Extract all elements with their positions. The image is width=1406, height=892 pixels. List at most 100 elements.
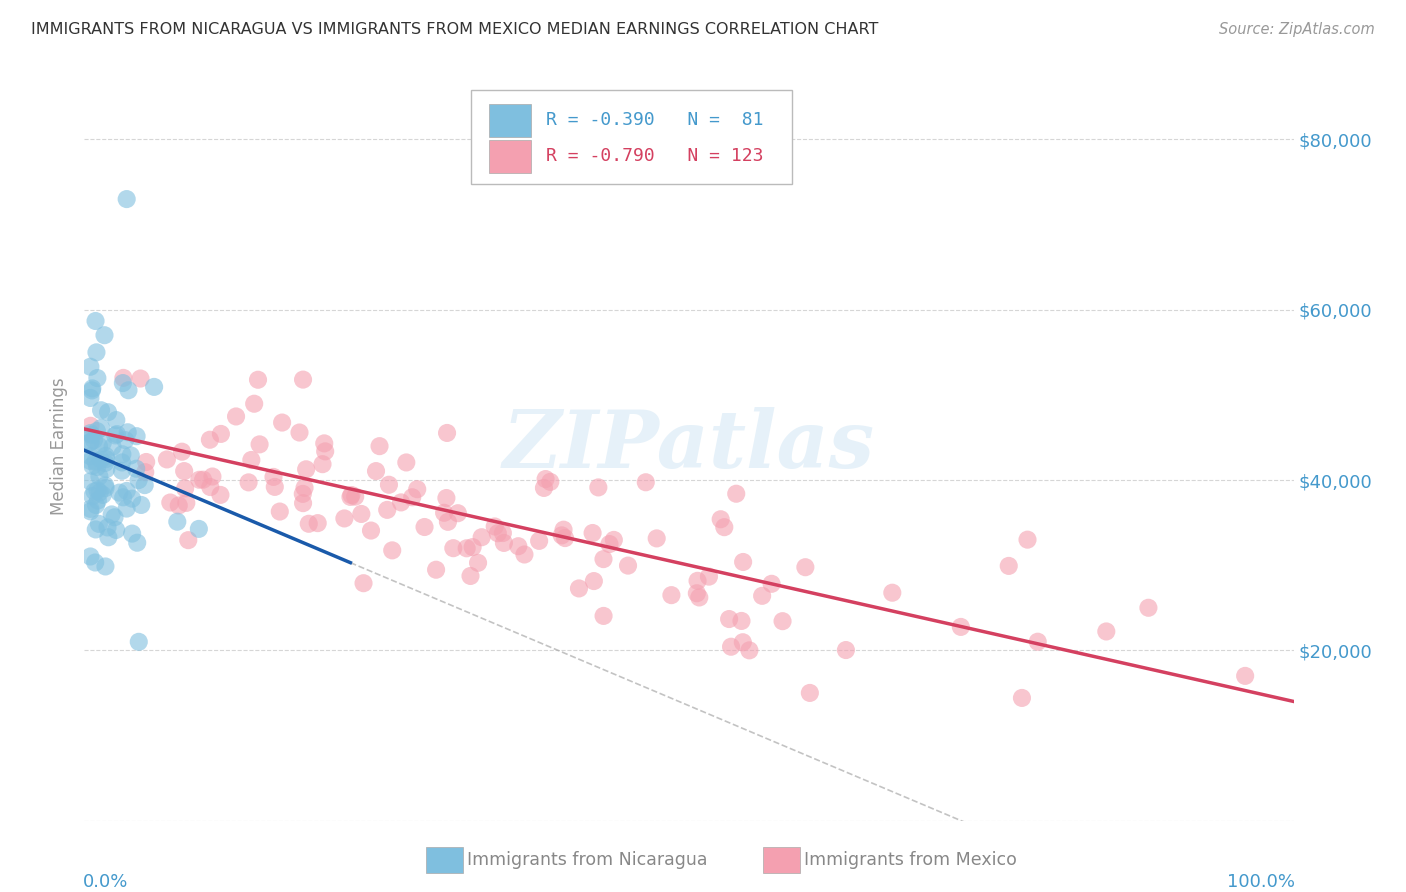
Point	[84, 314, 107, 328]
Point	[381, 543, 404, 558]
Y-axis label: Median Earnings: Median Earnings	[51, 377, 69, 515]
Point	[79, 426, 101, 441]
Point	[799, 686, 821, 700]
Text: Source: ZipAtlas.com: Source: ZipAtlas.com	[1219, 22, 1375, 37]
Point	[111, 464, 134, 478]
Point	[314, 436, 336, 450]
Point	[198, 433, 221, 447]
Point	[378, 477, 401, 491]
Point	[288, 425, 311, 440]
FancyBboxPatch shape	[489, 139, 530, 172]
Point	[105, 413, 128, 427]
Point	[120, 449, 142, 463]
Point	[460, 569, 482, 583]
Point	[436, 425, 458, 440]
Point	[82, 458, 104, 473]
Point	[311, 457, 333, 471]
Point	[94, 449, 117, 463]
Point	[425, 563, 447, 577]
Point	[568, 582, 591, 596]
Point	[360, 524, 382, 538]
Point	[697, 569, 720, 583]
Point	[1017, 533, 1039, 547]
Point	[406, 482, 429, 496]
Text: 100.0%: 100.0%	[1226, 873, 1295, 891]
Point	[91, 488, 114, 502]
Text: R = -0.390   N =  81: R = -0.390 N = 81	[547, 112, 763, 129]
Point	[174, 482, 197, 496]
Point	[173, 464, 195, 478]
Point	[97, 405, 120, 419]
Point	[96, 462, 118, 476]
Point	[433, 506, 456, 520]
Point	[115, 501, 138, 516]
Point	[339, 490, 361, 504]
Point	[80, 384, 103, 398]
Point	[209, 426, 232, 441]
Point	[84, 556, 107, 570]
Point	[125, 429, 148, 443]
Point	[79, 418, 101, 433]
Point	[375, 503, 398, 517]
Point	[200, 480, 222, 494]
Point	[581, 526, 603, 541]
Point	[84, 498, 107, 512]
Point	[350, 507, 373, 521]
Point	[176, 496, 198, 510]
Point	[159, 495, 181, 509]
Point	[730, 614, 752, 628]
Point	[295, 462, 318, 476]
Point	[645, 532, 668, 546]
Point	[437, 515, 460, 529]
Point	[82, 381, 104, 395]
Point	[201, 469, 224, 483]
Point	[484, 519, 506, 533]
Point	[761, 576, 783, 591]
Point	[395, 455, 418, 469]
Point	[592, 608, 614, 623]
Point	[1234, 669, 1257, 683]
Point	[240, 453, 263, 467]
Point	[733, 555, 755, 569]
Point	[588, 480, 610, 494]
Point	[225, 409, 247, 424]
Point	[94, 478, 117, 492]
Point	[1011, 690, 1033, 705]
Point	[389, 495, 412, 509]
Point	[129, 371, 152, 385]
Point	[79, 549, 101, 564]
Point	[86, 459, 108, 474]
Point	[554, 531, 576, 545]
Point	[441, 541, 464, 556]
Point	[533, 481, 555, 495]
Point	[111, 447, 134, 461]
Point	[104, 428, 127, 442]
Point	[461, 540, 484, 554]
Point	[1137, 600, 1160, 615]
Point	[105, 523, 128, 537]
Point	[292, 496, 315, 510]
Point	[129, 498, 152, 512]
Point	[128, 635, 150, 649]
Point	[772, 614, 794, 628]
Point	[298, 516, 321, 531]
Point	[340, 488, 363, 502]
Point	[166, 515, 188, 529]
Point	[434, 491, 457, 505]
Point	[135, 455, 157, 469]
Point	[86, 371, 108, 385]
Point	[80, 428, 103, 442]
Point	[128, 473, 150, 487]
Point	[83, 433, 105, 447]
Point	[170, 444, 193, 458]
Point	[167, 499, 190, 513]
Point	[79, 504, 101, 518]
Point	[86, 483, 108, 498]
Point	[368, 439, 391, 453]
Point	[79, 449, 101, 463]
Point	[243, 397, 266, 411]
Point	[603, 533, 626, 547]
Point	[188, 473, 211, 487]
Point	[835, 643, 858, 657]
FancyBboxPatch shape	[471, 90, 792, 184]
